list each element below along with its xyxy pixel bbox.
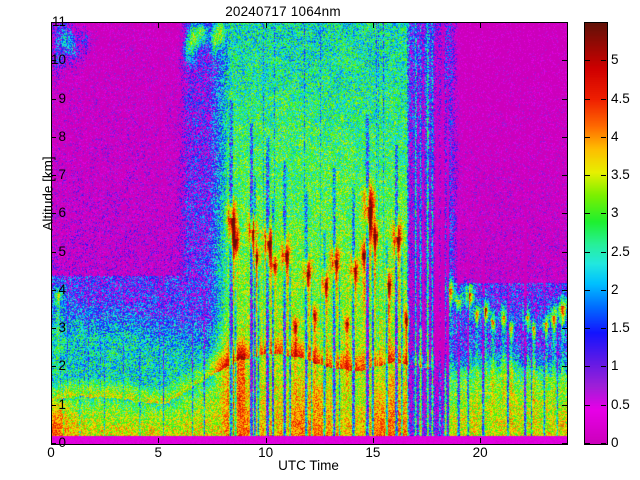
y-tick-mark-right (562, 328, 567, 329)
page-title: 20240717 1064nm (225, 4, 341, 19)
y-tick-mark-right (562, 213, 567, 214)
y-tick-label: 1 (58, 396, 66, 412)
y-tick-mark-right (562, 290, 567, 291)
x-tick-label: 5 (154, 445, 163, 460)
y-tick-mark-right (562, 99, 567, 100)
y-tick-mark (51, 60, 56, 61)
colorbar-tick-mark (585, 405, 590, 406)
colorbar-tick-mark-right (601, 252, 606, 253)
colorbar-tick-label: 2 (611, 281, 619, 297)
x-tick-mark-top (266, 23, 267, 28)
x-tick-mark (373, 438, 374, 443)
x-tick-mark-top (373, 23, 374, 28)
x-tick-mark (480, 438, 481, 443)
y-tick-label: 8 (58, 128, 66, 144)
x-axis-label: UTC Time (278, 458, 339, 473)
colorbar-tick-label: 2.5 (611, 243, 630, 259)
y-tick-mark (51, 252, 56, 253)
y-tick-mark-right (562, 60, 567, 61)
y-tick-mark (51, 137, 56, 138)
y-tick-mark-right (562, 137, 567, 138)
colorbar-tick-label: 0 (611, 435, 619, 450)
colorbar-tick-label: 3.5 (611, 167, 630, 183)
x-tick-label: 10 (258, 445, 274, 460)
colorbar-tick-mark-right (601, 443, 606, 444)
colorbar-tick-mark-right (601, 60, 606, 61)
y-tick-mark-right (562, 252, 567, 253)
y-tick-mark (51, 443, 56, 444)
y-tick-label: 11 (51, 14, 66, 29)
colorbar-tick-label: 0.5 (611, 396, 630, 412)
colorbar-tick-mark-right (601, 366, 606, 367)
heatmap-canvas (52, 23, 567, 444)
x-tick-mark-top (158, 23, 159, 28)
x-tick-mark (158, 438, 159, 443)
x-tick-label: 15 (365, 445, 381, 460)
colorbar-tick-label: 3 (611, 205, 619, 221)
x-tick-mark-top (51, 23, 52, 28)
y-tick-label: 9 (58, 90, 66, 106)
colorbar-tick-mark (585, 137, 590, 138)
y-tick-mark (51, 99, 56, 100)
colorbar-tick-mark (585, 60, 590, 61)
y-tick-mark-right (562, 175, 567, 176)
colorbar-tick-mark (585, 366, 590, 367)
plot-axes (51, 22, 568, 445)
colorbar-gradient (585, 23, 607, 444)
colorbar-tick-mark (585, 175, 590, 176)
y-tick-label: 6 (58, 205, 66, 221)
colorbar-tick-mark-right (601, 175, 606, 176)
colorbar-tick-mark (585, 252, 590, 253)
y-tick-label: 0 (58, 435, 66, 450)
y-tick-mark (51, 366, 56, 367)
y-tick-mark (51, 175, 56, 176)
x-tick-mark (266, 438, 267, 443)
y-tick-label: 7 (58, 167, 66, 183)
colorbar-tick-mark-right (601, 328, 606, 329)
colorbar-tick-mark-right (601, 99, 606, 100)
y-tick-label: 3 (58, 320, 66, 336)
y-tick-mark (51, 22, 56, 23)
y-tick-mark (51, 290, 56, 291)
colorbar-tick-mark (585, 290, 590, 291)
colorbar-tick-mark (585, 443, 590, 444)
y-tick-mark-right (562, 22, 567, 23)
colorbar-tick-label: 5 (611, 52, 619, 68)
x-tick-label: 0 (47, 445, 55, 460)
colorbar-tick-label: 4.5 (611, 90, 630, 106)
colorbar-tick-mark (585, 99, 590, 100)
y-tick-mark (51, 405, 56, 406)
y-tick-mark-right (562, 443, 567, 444)
colorbar-tick-mark-right (601, 290, 606, 291)
colorbar-tick-mark-right (601, 137, 606, 138)
colorbar-tick-label: 1.5 (611, 320, 630, 336)
y-tick-mark (51, 328, 56, 329)
x-tick-mark (51, 438, 52, 443)
y-tick-label: 2 (58, 358, 66, 374)
colorbar-tick-mark (585, 213, 590, 214)
y-axis-label: Altitude [km] (40, 156, 56, 231)
colorbar-tick-label: 4 (611, 128, 619, 144)
y-tick-label: 5 (58, 243, 66, 259)
x-tick-label: 20 (472, 445, 488, 460)
y-tick-label: 10 (50, 52, 66, 68)
colorbar-tick-mark (585, 328, 590, 329)
x-tick-mark-top (480, 23, 481, 28)
y-tick-mark (51, 213, 56, 214)
y-tick-mark-right (562, 405, 567, 406)
y-tick-label: 4 (58, 281, 66, 297)
colorbar-tick-mark-right (601, 213, 606, 214)
colorbar-tick-label: 1 (611, 358, 619, 374)
colorbar (584, 22, 608, 445)
colorbar-tick-mark-right (601, 405, 606, 406)
y-tick-mark-right (562, 366, 567, 367)
